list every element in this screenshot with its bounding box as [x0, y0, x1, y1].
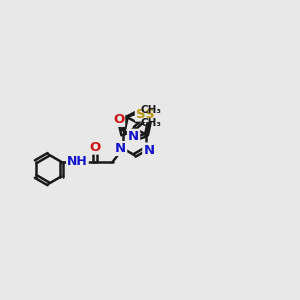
Text: S: S	[145, 108, 154, 121]
Text: O: O	[89, 141, 101, 154]
Text: NH: NH	[67, 155, 88, 168]
Text: N: N	[128, 130, 139, 143]
Text: N: N	[143, 143, 155, 157]
Text: CH₃: CH₃	[140, 105, 161, 115]
Text: O: O	[113, 113, 124, 126]
Text: CH₃: CH₃	[140, 118, 161, 128]
Text: S: S	[136, 108, 146, 121]
Text: N: N	[115, 142, 126, 155]
